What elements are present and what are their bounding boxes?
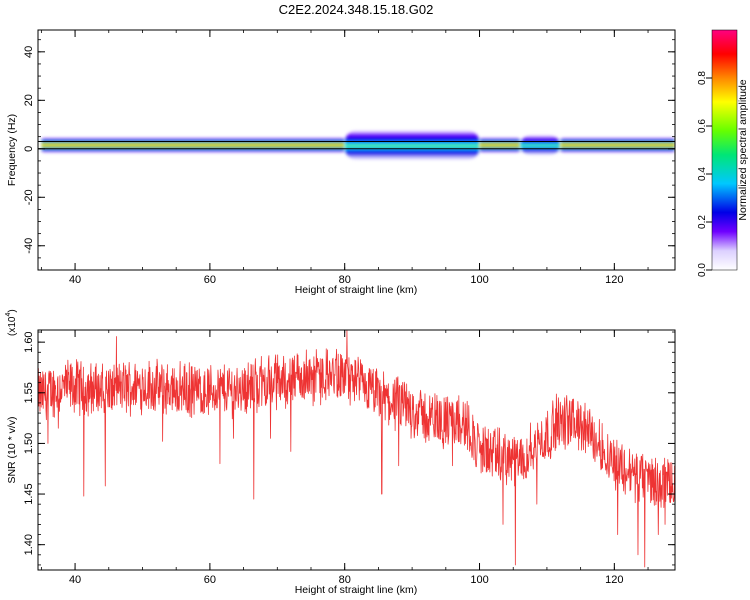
snr-y-tick-label: 1.45 bbox=[23, 483, 35, 504]
snr-x-tick-label: 120 bbox=[605, 574, 623, 586]
snr-x-tick-label: 100 bbox=[470, 574, 488, 586]
snr-y-axis: 1.40 1.45 1.50 1.55 1.60 bbox=[23, 331, 675, 566]
band-segment-1 bbox=[41, 137, 345, 153]
spectrogram-y-tick-label: -20 bbox=[23, 189, 35, 205]
spectrogram-y-tick-label: 0 bbox=[23, 146, 35, 152]
spectrogram-panel: 40 60 80 100 120 -40 -20 0 20 40 Height of strai… bbox=[6, 29, 676, 296]
snr-x-axis: 40 60 80 100 120 bbox=[40, 330, 649, 586]
spectrogram-y-axis: -40 -20 0 20 40 bbox=[23, 39, 675, 271]
snr-x-tick-label: 80 bbox=[339, 574, 351, 586]
colorbar-tick-label: 0.6 bbox=[697, 119, 708, 133]
snr-series-line bbox=[38, 330, 675, 568]
spectrogram-x-axis: 40 60 80 100 120 bbox=[40, 30, 649, 286]
spectrogram-x-tick-label: 80 bbox=[339, 274, 351, 286]
spectrogram-x-axis-label: Height of straight line (km) bbox=[295, 284, 418, 296]
colorbar: 0.0 0.2 0.4 0.6 0.8 Normalized spectral ampl… bbox=[697, 29, 749, 277]
figure-title: C2E2.2024.348.15.18.G02 bbox=[279, 2, 434, 17]
snr-y-multiplier: (x104) bbox=[5, 309, 18, 336]
snr-x-tick-label: 40 bbox=[69, 574, 81, 586]
band-segment-4 bbox=[519, 135, 561, 155]
snr-y-tick-label: 1.50 bbox=[23, 433, 35, 454]
multiplier-exponent: 4 bbox=[5, 313, 12, 317]
spectrogram-x-tick-label: 40 bbox=[69, 274, 81, 286]
colorbar-ticks: 0.0 0.2 0.4 0.6 0.8 bbox=[697, 71, 712, 277]
snr-x-axis-label: Height of straight line (km) bbox=[295, 584, 418, 596]
colorbar-gradient bbox=[711, 29, 738, 271]
colorbar-tick-label: 0.2 bbox=[697, 215, 708, 229]
spectrogram-y-tick-label: 20 bbox=[23, 94, 35, 106]
spectrogram-y-tick-label: -40 bbox=[23, 238, 35, 254]
snr-y-tick-label: 1.60 bbox=[23, 331, 35, 352]
colorbar-tick-label: 0.0 bbox=[697, 263, 708, 277]
spectrogram-x-tick-label: 60 bbox=[204, 274, 216, 286]
spectrogram-y-tick-label: 40 bbox=[23, 46, 35, 58]
snr-y-tick-label: 1.55 bbox=[23, 382, 35, 403]
spectrogram-y-axis-label: Frequency (Hz) bbox=[6, 114, 18, 186]
snr-plot-frame bbox=[37, 329, 676, 571]
spectrogram-plot-frame bbox=[37, 29, 676, 271]
snr-y-axis-label: SNR (10 * v/v) bbox=[6, 416, 18, 483]
reference-lines bbox=[38, 141, 675, 150]
colorbar-tick-label: 0.4 bbox=[697, 167, 708, 181]
band-segment-3 bbox=[479, 137, 520, 153]
band-segment-5 bbox=[560, 137, 675, 153]
multiplier-close: ) bbox=[7, 309, 18, 312]
snr-x-tick-label: 60 bbox=[204, 574, 216, 586]
band-segment-2 bbox=[344, 130, 480, 160]
spectrogram-x-tick-label: 100 bbox=[470, 274, 488, 286]
colorbar-tick-label: 0.8 bbox=[697, 71, 708, 85]
multiplier-base: (x10 bbox=[7, 316, 18, 336]
colorbar-label: Normalized spectral amplitude bbox=[737, 79, 749, 220]
spectral-band bbox=[41, 130, 675, 160]
snr-y-tick-label: 1.40 bbox=[23, 534, 35, 555]
svg-text:(x104): (x104) bbox=[5, 309, 18, 336]
snr-panel: 40 60 80 100 120 1.40 1.45 1.50 1.55 1.60 Height… bbox=[5, 309, 676, 596]
spectrogram-x-tick-label: 120 bbox=[605, 274, 623, 286]
